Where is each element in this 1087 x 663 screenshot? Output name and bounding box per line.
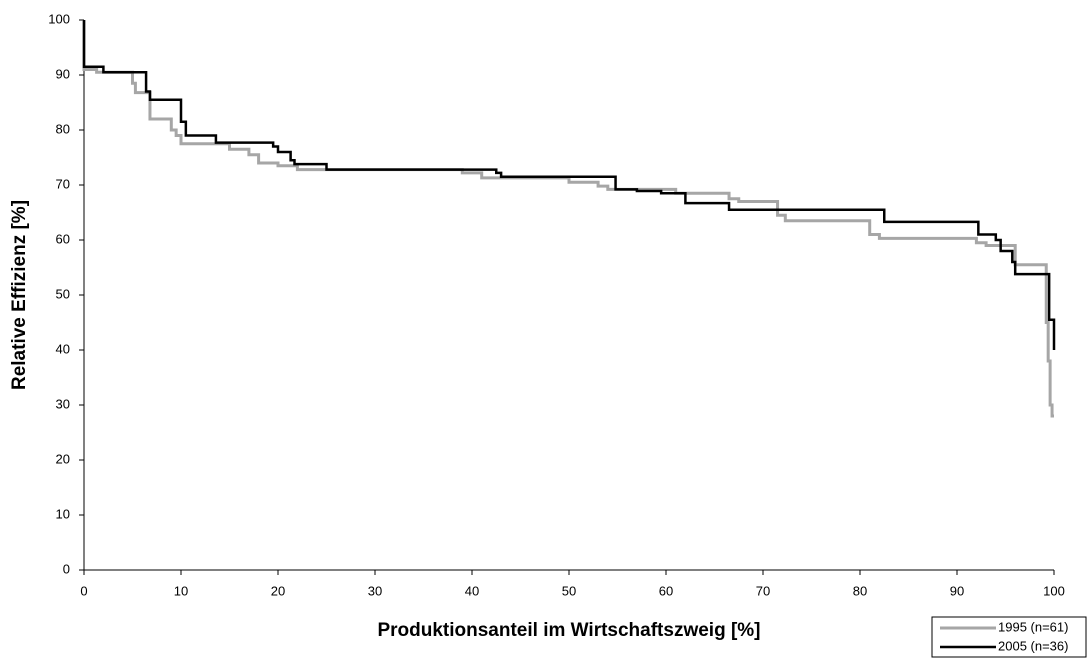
x-tick-label: 70 <box>756 583 770 598</box>
y-tick-label: 50 <box>56 286 70 301</box>
x-tick-label: 20 <box>271 583 285 598</box>
y-tick-label: 10 <box>56 506 70 521</box>
legend-label: 2005 (n=36) <box>998 638 1068 653</box>
legend-box <box>931 616 1087 658</box>
y-tick-label: 20 <box>56 451 70 466</box>
x-tick-label: 60 <box>659 583 673 598</box>
x-tick-label: 0 <box>80 583 87 598</box>
y-tick-label: 100 <box>48 11 70 26</box>
legend-label: 1995 (n=61) <box>998 619 1068 634</box>
y-tick-label: 0 <box>63 561 70 576</box>
x-tick-label: 100 <box>1043 583 1065 598</box>
x-tick-label: 50 <box>562 583 576 598</box>
series-line <box>82 20 1056 350</box>
y-tick-label: 60 <box>56 231 70 246</box>
y-tick-label: 90 <box>56 66 70 81</box>
y-axis-title: Relative Effizienz [%] <box>9 200 30 390</box>
y-tick-label: 70 <box>56 176 70 191</box>
y-tick-label: 40 <box>56 341 70 356</box>
series-line <box>82 20 1054 418</box>
x-tick-label: 30 <box>368 583 382 598</box>
x-tick-label: 40 <box>465 583 479 598</box>
y-tick-label: 80 <box>56 121 70 136</box>
x-axis-title: Produktionsanteil im Wirtschaftszweig [%… <box>377 620 760 641</box>
y-tick-label: 30 <box>56 396 70 411</box>
x-tick-label: 80 <box>853 583 867 598</box>
x-tick-label: 90 <box>950 583 964 598</box>
x-tick-label: 10 <box>174 583 188 598</box>
